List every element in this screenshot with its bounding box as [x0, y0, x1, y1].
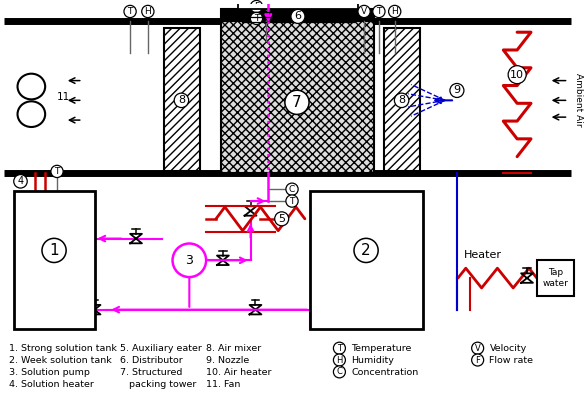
Text: 9: 9 [453, 85, 460, 95]
Text: T: T [289, 197, 295, 206]
Text: 8. Air mixer: 8. Air mixer [206, 344, 261, 353]
Text: H: H [144, 7, 151, 16]
Text: 8: 8 [398, 95, 405, 105]
Text: 3: 3 [185, 254, 193, 267]
Text: C: C [289, 185, 295, 194]
Text: Tap
water: Tap water [543, 268, 569, 288]
Text: packing tower: packing tower [120, 380, 197, 389]
Text: Velocity: Velocity [490, 344, 527, 353]
Text: T: T [254, 14, 259, 23]
Text: 7: 7 [292, 95, 302, 110]
Bar [221, 21, 374, 173]
Text: Flow rate: Flow rate [490, 356, 534, 365]
Bar [14, 191, 95, 329]
Text: 4. Solution heater: 4. Solution heater [9, 380, 93, 389]
Text: T: T [127, 7, 133, 16]
Bar [221, 9, 374, 21]
Text: Ambient Air: Ambient Air [574, 72, 583, 126]
Text: V: V [361, 7, 367, 16]
Text: Humidity: Humidity [351, 356, 394, 365]
Text: 2. Week solution tank: 2. Week solution tank [9, 356, 112, 365]
Bar [310, 191, 423, 329]
Text: V: V [475, 344, 481, 353]
Text: F: F [475, 355, 480, 364]
Bar [164, 28, 200, 171]
Text: T: T [55, 167, 60, 176]
Text: 4: 4 [18, 176, 23, 186]
Text: T: T [376, 7, 382, 16]
Text: 10. Air heater: 10. Air heater [206, 368, 272, 377]
Text: 6: 6 [295, 11, 302, 21]
Circle shape [173, 243, 206, 277]
Text: 3. Solution pump: 3. Solution pump [9, 368, 89, 377]
Text: H: H [336, 355, 343, 364]
Text: F: F [254, 2, 259, 11]
Text: 5: 5 [278, 214, 285, 224]
Text: Heater: Heater [464, 250, 501, 260]
Text: H: H [392, 7, 398, 16]
Text: T: T [337, 344, 342, 353]
Text: 6. Distributor: 6. Distributor [120, 356, 183, 365]
Bar [537, 260, 575, 296]
Text: 11. Fan: 11. Fan [206, 380, 241, 389]
Text: 9. Nozzle: 9. Nozzle [206, 356, 249, 365]
Text: 10: 10 [510, 70, 524, 80]
Bar [238, 0, 358, 9]
Text: Temperature: Temperature [351, 344, 411, 353]
Text: 5. Auxiliary eater: 5. Auxiliary eater [120, 344, 202, 353]
Bar [384, 28, 420, 171]
Text: 8: 8 [178, 95, 185, 105]
Text: 1: 1 [49, 243, 59, 258]
Text: C: C [336, 367, 342, 376]
Text: 2: 2 [361, 243, 371, 258]
Text: 7. Structured: 7. Structured [120, 368, 183, 377]
Text: Concentration: Concentration [351, 368, 419, 377]
Text: 11: 11 [57, 92, 70, 102]
Text: 1. Strong solution tank: 1. Strong solution tank [9, 344, 116, 353]
